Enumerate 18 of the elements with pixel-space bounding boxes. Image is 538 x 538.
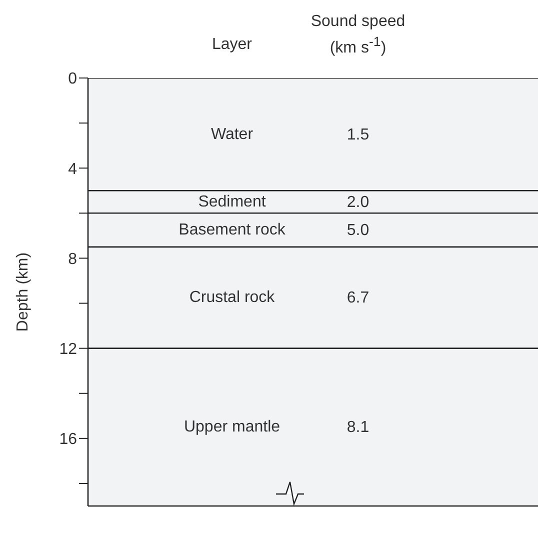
series-label: Water (210, 126, 254, 143)
text: Layer (210, 36, 254, 54)
y-tick-label: 12 (59, 340, 78, 358)
y-tick-label: 8 (68, 250, 78, 268)
y-axis-title: Depth (km) (14, 252, 32, 332)
annotation: 1.5 (346, 126, 370, 143)
series-label: Basement rock (178, 222, 286, 239)
series-label: Sediment (198, 193, 266, 210)
series-label: Upper mantle (184, 418, 280, 436)
series-label: Crustal rock (189, 289, 276, 306)
y-tick-label: 0 (68, 70, 78, 88)
y-tick-label: 16 (59, 431, 78, 448)
text: Sound speed (km s$^{-1}$) (310, 12, 406, 58)
annotation: 2.0 (346, 193, 370, 210)
annotation: 8.1 (346, 418, 370, 436)
annotation: 5.0 (346, 222, 370, 239)
y-tick-label: 4 (68, 160, 78, 178)
annotation: 6.7 (346, 289, 370, 306)
